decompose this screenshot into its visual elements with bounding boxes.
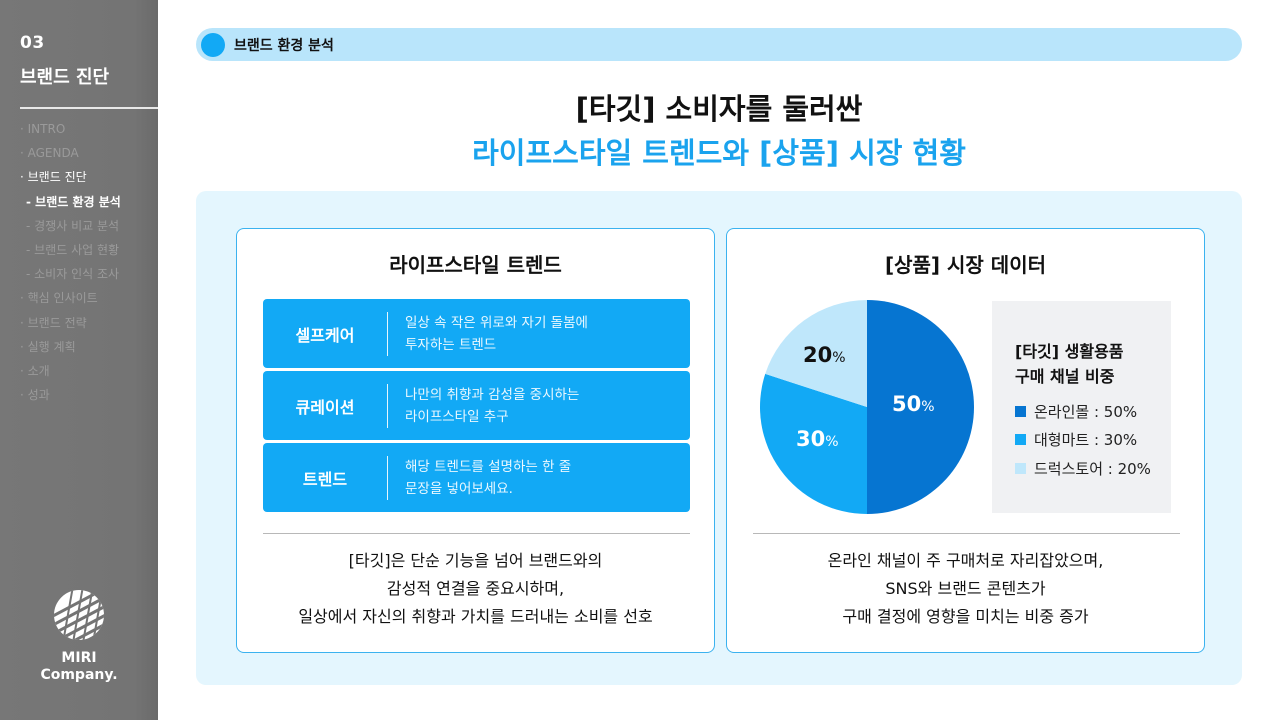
- trend-desc: 일상 속 작은 위로와 자기 돌봄에 투자하는 트렌드: [405, 314, 588, 353]
- section-number: 03: [20, 33, 45, 53]
- lifestyle-trend-card: 라이프스타일 트렌드 셀프케어 일상 속 작은 위로와 자기 돌봄에 투자하는 …: [236, 228, 715, 653]
- pie-label-online: 50%: [892, 392, 935, 416]
- page-subtitle: 라이프스타일 트렌드와 [상품] 시장 현황: [472, 136, 966, 170]
- divider: [263, 533, 690, 534]
- legend-title: [타깃] 생활용품 구매 채널 비중: [1015, 342, 1124, 386]
- sidebar: 03 브랜드 진단 · INTRO · AGENDA · 브랜드 진단 - 브랜…: [0, 0, 158, 720]
- nav-item-key-insight[interactable]: · 핵심 인사이트: [20, 291, 98, 306]
- nav-item-intro-kr[interactable]: · 소개: [20, 363, 50, 378]
- pie-slice-1: [759, 373, 867, 514]
- pie-chart: 50% 30% 20%: [759, 299, 975, 515]
- nav-item-brand-strategy[interactable]: · 브랜드 전략: [20, 315, 87, 330]
- pie-slice-0: [867, 300, 974, 514]
- divider: [387, 455, 388, 500]
- nav-item-consumer-survey[interactable]: - 소비자 인식 조사: [26, 267, 120, 282]
- sidebar-divider: [20, 107, 158, 109]
- legend-item-drugstore: 드럭스토어 : 20%: [1015, 454, 1151, 483]
- section-title: 브랜드 진단: [20, 67, 110, 88]
- pie-slice-2: [765, 300, 867, 407]
- page-title: [타깃] 소비자를 둘러싼: [575, 92, 863, 126]
- company-logo: MIRI Company.: [0, 590, 158, 684]
- trend-name: 셀프케어: [295, 325, 355, 345]
- nav-item-action-plan[interactable]: · 실행 계획: [20, 339, 76, 354]
- trend-list: 셀프케어 일상 속 작은 위로와 자기 돌봄에 투자하는 트렌드 큐레이션 나만…: [263, 299, 690, 515]
- pie-label-mart: 30%: [796, 427, 839, 451]
- divider: [753, 533, 1180, 534]
- nav-item-brand-diagnosis[interactable]: · 브랜드 진단: [20, 170, 87, 185]
- circle-bullet-icon: [201, 32, 225, 57]
- trend-desc: 나만의 취향과 감성을 중시하는 라이프스타일 추구: [405, 386, 580, 425]
- nav-item-brand-business[interactable]: - 브랜드 사업 현황: [26, 242, 120, 257]
- card-summary: 온라인 채널이 주 구매처로 자리잡았으며, SNS와 브랜드 콘텐츠가 구매 …: [827, 551, 1104, 626]
- square-swatch-icon: [1015, 434, 1026, 446]
- pie-chart-svg: [759, 300, 974, 514]
- nav-item-intro[interactable]: · INTRO: [20, 122, 66, 136]
- logo-text: MIRI Company.: [40, 650, 118, 683]
- trend-item-selfcare: 셀프케어 일상 속 작은 위로와 자기 돌봄에 투자하는 트렌드: [263, 299, 690, 368]
- card-summary: [타깃]은 단순 기능을 넘어 브랜드와의 감성적 연결을 중요시하며, 일상에…: [298, 551, 653, 626]
- square-swatch-icon: [1015, 405, 1026, 417]
- market-data-card: [상품] 시장 데이터 50% 30% 20% [타깃] 생활용품 구매 채널 …: [726, 228, 1205, 653]
- legend-item-mart: 대형마트 : 30%: [1015, 426, 1151, 455]
- section-header-pill: 브랜드 환경 분석: [196, 28, 1242, 61]
- section-label: 브랜드 환경 분석: [234, 37, 334, 54]
- trend-desc: 해당 트렌드를 설명하는 한 줄 문장을 넣어보세요.: [405, 458, 572, 497]
- trend-item-curation: 큐레이션 나만의 취향과 감성을 중시하는 라이프스타일 추구: [263, 371, 690, 440]
- logo-globe-icon: [54, 590, 104, 640]
- nav-item-results[interactable]: · 성과: [20, 388, 50, 403]
- nav-item-agenda[interactable]: · AGENDA: [20, 146, 79, 161]
- trend-item-trend: 트렌드 해당 트렌드를 설명하는 한 줄 문장을 넣어보세요.: [263, 443, 690, 512]
- square-swatch-icon: [1015, 462, 1026, 474]
- divider: [387, 383, 388, 428]
- card-title: [상품] 시장 데이터: [884, 253, 1046, 277]
- legend-item-online: 온라인몰 : 50%: [1015, 397, 1151, 426]
- card-title: 라이프스타일 트렌드: [389, 253, 562, 277]
- legend-list: 온라인몰 : 50% 대형마트 : 30% 드럭스토어 : 20%: [1015, 397, 1151, 483]
- nav-item-competitor-analysis[interactable]: - 경쟁사 비교 분석: [26, 218, 120, 233]
- trend-name: 트렌드: [302, 469, 348, 489]
- nav-item-brand-environment[interactable]: - 브랜드 환경 분석: [26, 194, 121, 209]
- trend-name: 큐레이션: [295, 397, 355, 417]
- divider: [387, 311, 388, 356]
- pie-label-drugstore: 20%: [803, 343, 846, 367]
- sidebar-nav: · INTRO · AGENDA · 브랜드 진단 - 브랜드 환경 분석 - …: [20, 120, 121, 410]
- chart-legend: [타깃] 생활용품 구매 채널 비중 온라인몰 : 50% 대형마트 : 30%…: [992, 301, 1171, 513]
